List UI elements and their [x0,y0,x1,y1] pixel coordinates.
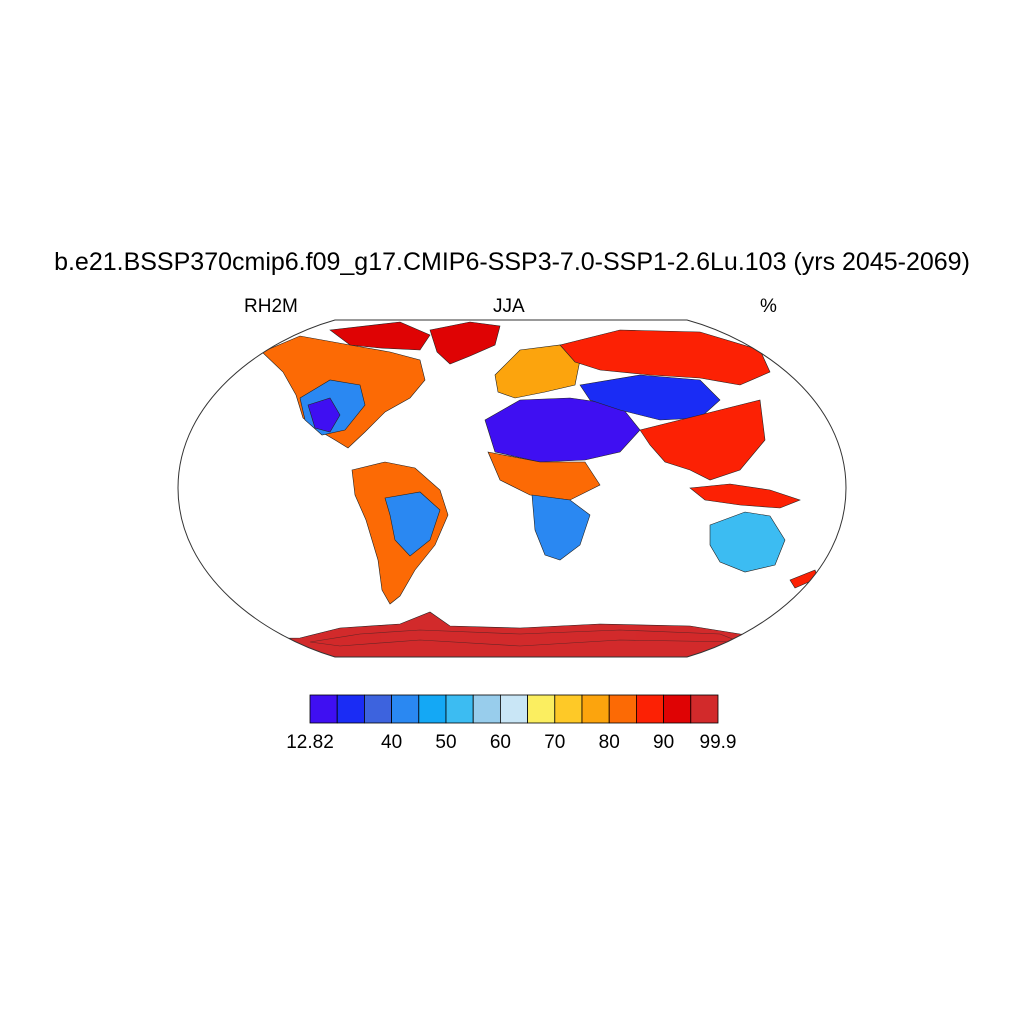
chart-title: b.e21.BSSP370cmip6.f09_g17.CMIP6-SSP3-7.… [54,248,970,276]
colorbar-tick-label: 99.9 [700,732,737,753]
colorbar-tick-labels: 12.82 40 50 60 70 80 90 99.9 [286,732,736,753]
region-indonesia [689,483,801,509]
colorbar-tick-label: 80 [599,732,620,753]
region-brazil-dry [384,491,441,557]
region-south-east-asia [639,399,766,481]
colorbar-box [363,694,392,724]
colorbar-tick-label: 70 [544,732,565,753]
colorbar-box [472,694,501,724]
colorbar-tick-label: 12.82 [286,732,334,753]
colorbar-box [309,694,338,724]
colorbar-box [554,694,583,724]
region-sahel [487,451,601,501]
region-europe [494,344,581,399]
colorbar-boxes [309,694,719,724]
colorbar-tick-label: 40 [381,732,402,753]
region-siberia [559,329,771,386]
colorbar-tick-label: 50 [435,732,456,753]
region-greenland [429,321,501,365]
colorbar-box [418,694,447,724]
colorbar-tick-label: 90 [653,732,674,753]
colorbar-box [445,694,474,724]
colorbar-box [690,694,719,724]
colorbar-box [499,694,528,724]
variable-label: RH2M [244,296,298,317]
region-australia [709,511,786,573]
colorbar-box [608,694,637,724]
colorbar-tick-label: 60 [490,732,511,753]
colorbar-box [391,694,420,724]
colorbar-box [663,694,692,724]
region-mexico-dry [307,397,341,433]
region-sahara-arabia [484,397,641,463]
region-southern-africa [531,494,591,561]
map-regions [178,321,846,657]
units-label: % [760,296,777,317]
map-outline [177,319,847,658]
colorbar-box [336,694,365,724]
colorbar-box [636,694,665,724]
colorbar-box [527,694,556,724]
colorbar-box [581,694,610,724]
region-antarctica-rim [309,629,741,647]
season-label: JJA [493,296,525,317]
